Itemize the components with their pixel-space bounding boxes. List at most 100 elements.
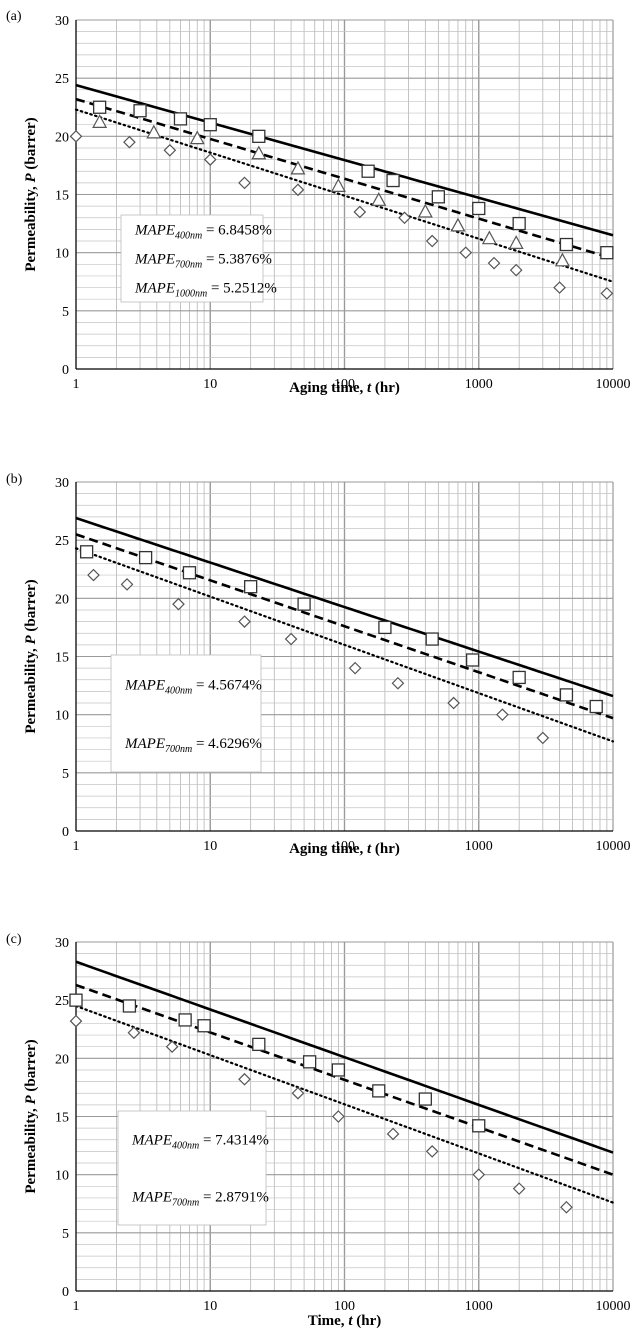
square-marker (425, 632, 439, 646)
mape-annotation: MAPE1000nm = 5.2512% (134, 281, 277, 300)
y-axis-label: Permeability, P (barrer) (23, 1039, 39, 1193)
diamond-marker (487, 256, 501, 270)
fit-line-solid (75, 516, 614, 698)
square-marker (431, 190, 445, 204)
panel-label: (b) (6, 472, 23, 487)
diamond-marker (509, 263, 523, 277)
chart-panel-0: 0 5 10 15 20 25 30 1 10 100 1000 10000 (a) Aging time… (6, 9, 631, 396)
mape-value: = 2.8791% (199, 1190, 269, 1206)
y-axis-label-text: Permeability, (23, 182, 39, 271)
diamond-marker (238, 1072, 251, 1086)
x-tick-label: 10 (203, 839, 217, 854)
x-axis-label: Time, t (hr) (308, 1313, 381, 1329)
triangle-marker (330, 178, 346, 192)
y-axis-label-text: Permeability, (23, 1104, 39, 1193)
diamond-marker (536, 731, 550, 745)
mape-label: MAPE (134, 252, 175, 268)
mape-subscript: 400nm (165, 685, 192, 696)
x-axis-label-text: Aging time, (289, 841, 367, 857)
mape-subscript: 1000nm (175, 289, 207, 300)
x-axis-label-text: Aging time, (289, 380, 367, 396)
y-tick-label: 0 (62, 825, 69, 840)
y-axis-label: Permeability, P (barrer) (23, 579, 39, 733)
y-tick-label: 20 (55, 130, 69, 145)
square-marker (244, 580, 258, 594)
diamond-marker (120, 578, 134, 591)
diamond-marker (87, 568, 100, 582)
y-tick-label: 10 (55, 247, 69, 262)
chart-panel-2: 0 5 10 15 20 25 30 1 10 100 1000 10000 (c) Time, t (h… (6, 932, 631, 1329)
y-axis-label-unit: (barrer) (23, 579, 39, 635)
mape-label: MAPE (131, 1133, 172, 1149)
triangle-marker (290, 160, 306, 175)
x-axis-label-unit: (hr) (371, 841, 400, 857)
square-marker (252, 1037, 266, 1052)
diamond-marker (163, 143, 177, 157)
triangle-marker (92, 114, 108, 128)
x-tick-label: 10 (203, 1299, 217, 1314)
x-axis-label-var: t (367, 841, 372, 857)
fit-line-dotted (74, 547, 615, 743)
y-tick-label: 15 (55, 651, 69, 666)
square-marker (589, 699, 603, 714)
x-tick-label: 1 (73, 1299, 80, 1314)
square-marker (92, 100, 107, 114)
diamond-marker (291, 1086, 305, 1100)
square-marker (178, 1013, 192, 1027)
mape-label: MAPE (134, 223, 175, 239)
mape-subscript: 700nm (172, 1198, 199, 1209)
diamond-marker (459, 246, 473, 260)
x-tick-label: 10 (203, 377, 217, 392)
mape-annotation-box (110, 654, 262, 773)
x-tick-label: 100 (334, 839, 355, 854)
square-marker (197, 1019, 211, 1033)
x-axis-label: Aging time, t (hr) (289, 841, 400, 857)
diamond-marker (425, 234, 439, 248)
diamond-marker (447, 696, 460, 710)
y-tick-label: 15 (55, 189, 69, 204)
y-axis-label-var: P (23, 1094, 39, 1104)
mape-annotation-box (117, 1110, 267, 1226)
y-axis-label-unit: (barrer) (23, 117, 39, 173)
triangle-marker (146, 124, 162, 139)
square-marker (69, 993, 83, 1007)
x-tick-label: 100 (334, 377, 355, 392)
diamond-marker (348, 661, 362, 675)
square-marker (138, 550, 153, 565)
y-tick-label: 20 (55, 592, 69, 607)
mape-value: = 4.5674% (192, 677, 262, 693)
square-marker (372, 1084, 386, 1098)
fit-line-dotted (74, 108, 615, 283)
y-tick-label: 5 (62, 305, 69, 320)
mape-label: MAPE (124, 677, 165, 693)
square-marker (465, 653, 480, 667)
diamond-marker (496, 708, 509, 722)
y-tick-label: 30 (55, 476, 69, 491)
diamond-marker (332, 1110, 345, 1123)
diamond-marker (291, 183, 305, 197)
panel-label: (c) (6, 932, 22, 947)
fit-line-dashed (75, 983, 614, 1176)
fit-line-dotted (74, 1004, 615, 1204)
square-marker (512, 216, 526, 231)
triangle-marker (371, 192, 387, 206)
triangle-marker (481, 230, 497, 245)
mape-annotation: MAPE700nm = 4.6296% (124, 736, 262, 755)
square-marker (203, 118, 217, 132)
square-marker (122, 999, 137, 1013)
x-axis-label-unit: (hr) (352, 1313, 381, 1329)
x-tick-label: 1000 (465, 377, 493, 392)
square-marker (302, 1055, 317, 1069)
y-tick-label: 25 (55, 72, 69, 87)
diamond-marker (69, 129, 83, 143)
mape-annotation: MAPE400nm = 7.4314% (131, 1133, 269, 1152)
mape-subscript: 400nm (175, 231, 202, 242)
y-axis-label-unit: (barrer) (23, 1039, 39, 1095)
mape-annotation: MAPE700nm = 5.3876% (134, 252, 272, 271)
triangle-marker (554, 252, 570, 267)
x-tick-label: 10000 (596, 1299, 631, 1314)
y-tick-label: 20 (55, 1052, 69, 1067)
y-tick-label: 25 (55, 534, 69, 549)
